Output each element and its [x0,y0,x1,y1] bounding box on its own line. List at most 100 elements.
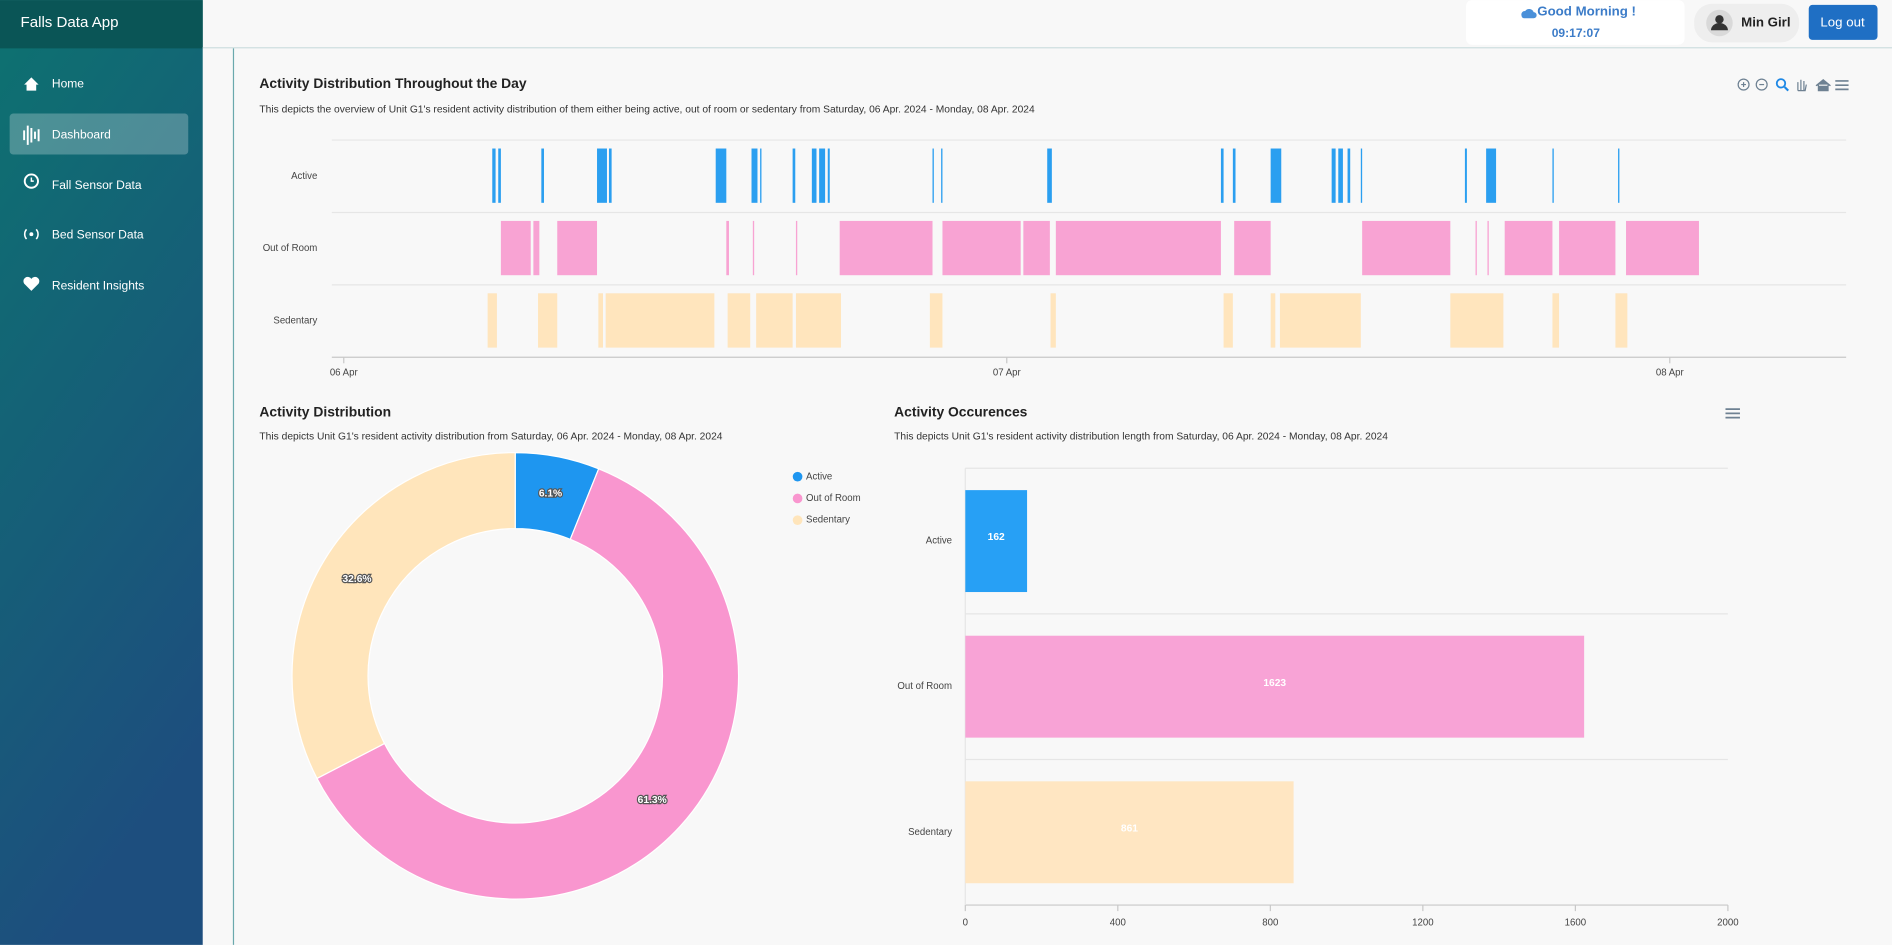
button-label[interactable]: Log out [1820,15,1865,30]
nav-bed[interactable]: Bed Sensor Data [23,228,144,242]
activity-segment [727,293,751,348]
activity-segment [557,220,598,276]
legend-marker [792,471,803,482]
activity-segment [795,293,842,348]
activity-segment [1559,220,1616,276]
y-tick-label: Sedentary [908,827,952,838]
zoom-in[interactable] [1737,78,1750,91]
nav-label[interactable]: Fall Sensor Data [52,178,142,192]
sidebar-top [0,0,203,49]
y-tick-label: Out of Room [897,681,952,692]
bar [965,781,1294,884]
bar-menu[interactable] [1725,408,1740,419]
activity-segment [752,220,755,276]
activity-segment [1504,220,1553,276]
activity-segment [500,220,531,276]
activity-segment [1338,148,1343,203]
activity-segment [1055,220,1221,276]
x-tick-label: 1600 [1565,918,1586,929]
nav-label[interactable]: Resident Insights [52,278,144,292]
chart-subtitle: This depicts the overview of Unit G1's r… [259,105,1035,116]
x-tick-label: 07 Apr [993,367,1022,378]
row-label: Out of Room [263,243,318,254]
bar-value: 162 [988,532,1005,543]
logout-button[interactable]: Log out [1808,4,1878,40]
activity-segment [1487,220,1489,276]
slice-label: 6.1% [539,489,562,500]
activity-segment [1464,148,1467,203]
nav-home[interactable]: Home [24,77,84,91]
activity-segment [498,148,501,203]
reset[interactable] [1815,78,1831,92]
dashboard-icon [23,125,40,145]
icon [1783,86,1789,92]
activity-segment [1552,148,1554,203]
x-tick-label: 400 [1110,918,1126,929]
home-icon [24,77,39,91]
button-bg [1808,4,1878,40]
sidebar-bg [0,0,203,945]
bar [965,635,1585,738]
sensor-icon [29,232,34,237]
activity-segment [811,148,817,203]
heart-icon [23,276,40,291]
x-tick-label: 800 [1262,918,1278,929]
activity-segment [819,148,826,203]
menu[interactable] [1835,80,1849,91]
slice-label: 32.6% [342,574,371,585]
activity-segment [726,220,729,276]
bar-value: 861 [1121,823,1138,834]
selection-zoom[interactable] [1775,78,1789,92]
activity-segment [932,148,934,203]
nav-label[interactable]: Home [52,77,84,91]
activity-segment [1450,293,1504,348]
slice-label: 61.3% [638,795,667,806]
icon [1741,82,1746,87]
activity-segment [751,148,758,203]
pan[interactable] [1797,79,1807,92]
activity-segment [942,220,1021,276]
chart-title: Activity Distribution [259,403,391,419]
avatar-head [1715,15,1724,24]
row-label: Sedentary [273,316,317,327]
icon [1737,78,1750,91]
icon [1725,408,1740,419]
activity-segment [1475,220,1477,276]
zoom-out[interactable] [1755,78,1768,91]
activity-segment [1270,293,1276,348]
x-tick-label: 0 [963,918,968,929]
sensor-waves [23,228,39,240]
user-pill[interactable]: Min Girl [1694,3,1800,43]
activity-segment [827,148,830,203]
activity-segment [1023,220,1050,276]
y-tick-label: Active [926,536,952,547]
chart-title: Activity Occurences [894,403,1028,419]
activity-segment [1552,293,1560,348]
x-tick-label: 06 Apr [330,367,359,378]
activity-segment [1232,148,1236,203]
activity-segment [1347,148,1351,203]
activity-segment [1047,148,1052,203]
nav-label[interactable]: Dashboard [52,127,111,141]
activity-segment [1331,148,1336,203]
bar-value: 1623 [1263,678,1286,689]
activity-segment [597,148,607,203]
avatar-body [1711,23,1728,31]
nav-insights[interactable]: Resident Insights [23,276,144,292]
row-label: Active [291,171,317,182]
activity-segment [1626,220,1699,276]
icon [1797,79,1807,92]
nav-fall[interactable]: Fall Sensor Data [23,173,142,192]
activity-segment [605,293,715,348]
x-tick-label: 08 Apr [1656,367,1685,378]
activity-segment [795,220,798,276]
activity-segment [1270,148,1282,203]
icon [1775,78,1787,89]
x-tick-label: 2000 [1717,918,1738,929]
x-tick-label: 1200 [1412,918,1433,929]
activity-segment [929,293,943,348]
activity-segment [1618,148,1620,203]
icon [1755,78,1768,91]
nav-label[interactable]: Bed Sensor Data [52,228,144,242]
nav-dashboard[interactable]: Dashboard [23,125,111,145]
